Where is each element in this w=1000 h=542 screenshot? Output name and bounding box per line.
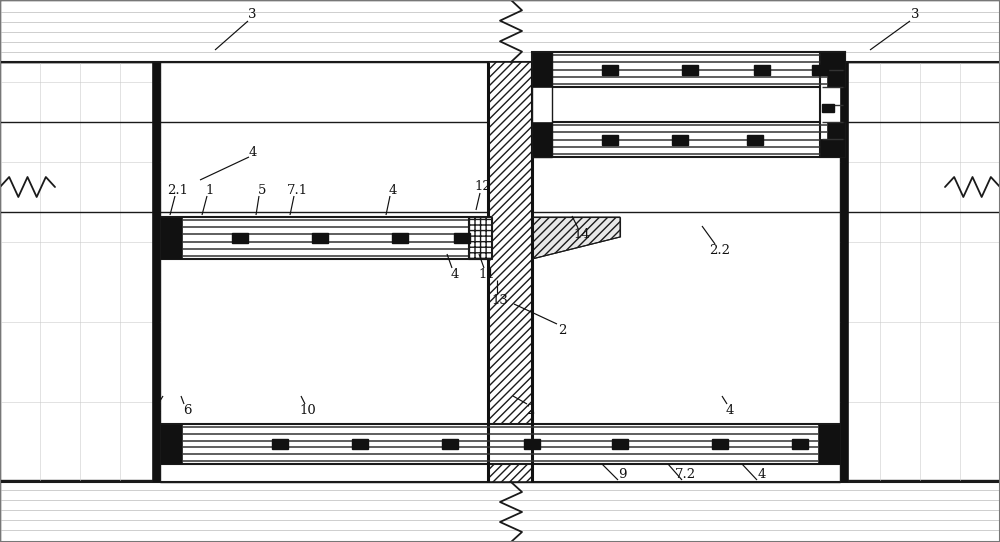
Bar <box>840 62 848 482</box>
Text: 6: 6 <box>183 403 191 416</box>
Text: 13: 13 <box>492 294 508 306</box>
Text: 5: 5 <box>258 184 266 197</box>
Bar <box>840 62 1000 482</box>
Bar <box>532 52 550 87</box>
Bar <box>392 233 408 243</box>
Text: 3: 3 <box>248 9 256 22</box>
Bar <box>468 217 492 259</box>
Text: 11: 11 <box>479 268 495 281</box>
Text: 2: 2 <box>558 324 566 337</box>
Bar <box>160 424 182 464</box>
Bar <box>532 52 552 157</box>
Bar <box>820 139 845 157</box>
Bar <box>532 52 845 87</box>
Text: 7.2: 7.2 <box>674 468 696 481</box>
Bar <box>352 439 368 449</box>
Text: 9: 9 <box>618 468 626 481</box>
Text: 4: 4 <box>389 184 397 197</box>
Bar <box>152 62 160 482</box>
Bar <box>488 62 532 482</box>
Bar <box>827 52 845 87</box>
Bar <box>754 64 770 74</box>
Bar <box>0 62 160 482</box>
Bar <box>312 233 328 243</box>
Polygon shape <box>532 217 620 259</box>
Text: 14: 14 <box>574 228 590 241</box>
Bar <box>672 134 688 145</box>
Text: 12: 12 <box>475 180 491 193</box>
Bar <box>602 64 618 74</box>
Bar <box>468 217 490 259</box>
Bar <box>232 233 248 243</box>
Bar <box>272 439 288 449</box>
Bar <box>160 424 840 464</box>
Text: 4: 4 <box>153 403 161 416</box>
Text: 7.1: 7.1 <box>286 184 308 197</box>
Bar <box>602 134 618 145</box>
Bar <box>532 52 552 87</box>
Bar <box>160 62 840 482</box>
Text: 4: 4 <box>726 403 734 416</box>
Bar <box>820 52 845 157</box>
Text: 3: 3 <box>911 9 919 22</box>
Text: 2.1: 2.1 <box>168 184 188 197</box>
Bar <box>524 439 540 449</box>
Bar <box>160 217 490 259</box>
Bar <box>818 424 840 464</box>
Text: 4: 4 <box>451 268 459 281</box>
Text: 4: 4 <box>758 468 766 481</box>
Bar <box>812 64 828 74</box>
Bar <box>0 0 1000 62</box>
Text: 2.2: 2.2 <box>710 243 730 256</box>
Bar <box>827 122 845 157</box>
Text: 10: 10 <box>300 403 316 416</box>
Bar <box>454 233 470 243</box>
Bar <box>532 122 552 157</box>
Bar <box>160 217 182 259</box>
Bar <box>442 439 458 449</box>
Text: 1: 1 <box>206 184 214 197</box>
Bar <box>747 134 763 145</box>
Bar <box>612 439 628 449</box>
Bar <box>0 480 1000 542</box>
Bar <box>532 122 550 157</box>
Bar <box>822 104 834 112</box>
Bar <box>712 439 728 449</box>
Bar <box>792 439 808 449</box>
Text: 2: 2 <box>526 403 534 416</box>
Bar <box>820 52 845 70</box>
Bar <box>532 122 845 157</box>
Bar <box>682 64 698 74</box>
Text: 4: 4 <box>249 145 257 158</box>
